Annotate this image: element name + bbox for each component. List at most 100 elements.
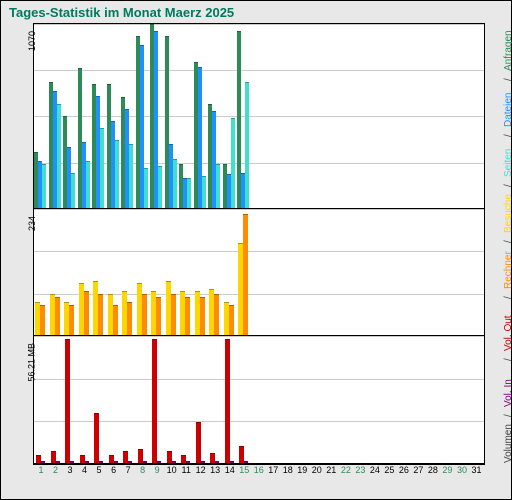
bar-seiten bbox=[86, 161, 90, 208]
legend-separator: / bbox=[503, 184, 512, 187]
legend-separator: / bbox=[503, 358, 512, 361]
bar-seiten bbox=[245, 82, 249, 208]
x-axis-day-label: 19 bbox=[295, 465, 309, 475]
x-axis-day-label: 16 bbox=[252, 465, 266, 475]
bar-vol_in bbox=[172, 461, 176, 463]
x-axis-day-label: 22 bbox=[339, 465, 353, 475]
bar-vol_in bbox=[99, 461, 103, 463]
grid-line bbox=[34, 421, 484, 422]
y-axis-label-bottom: 56.21 MB bbox=[27, 343, 37, 382]
bar-rechner bbox=[229, 305, 234, 336]
legend-item: Rechner bbox=[503, 251, 512, 289]
bar-vol_in bbox=[56, 461, 60, 463]
x-axis-day-label: 1 bbox=[34, 465, 48, 475]
x-axis-day-label: 17 bbox=[266, 465, 280, 475]
bar-vol_out bbox=[94, 413, 99, 463]
x-axis-day-label: 18 bbox=[281, 465, 295, 475]
legend-separator: / bbox=[503, 240, 512, 243]
x-axis-day-label: 15 bbox=[237, 465, 251, 475]
legend-item: Vol. Out bbox=[503, 315, 512, 351]
y-axis-label-middle: 234 bbox=[27, 216, 37, 231]
bar-rechner bbox=[127, 302, 132, 335]
x-axis-day-label: 23 bbox=[353, 465, 367, 475]
legend-item: Vol. In bbox=[503, 379, 512, 407]
bar-vol_in bbox=[143, 461, 147, 463]
legend-separator: / bbox=[503, 134, 512, 137]
bar-vol_out bbox=[225, 339, 230, 463]
bar-vol_in bbox=[201, 461, 205, 463]
x-axis-labels: 1234567891011121314151617181920212223242… bbox=[34, 465, 484, 479]
bar-rechner bbox=[113, 305, 118, 336]
bar-vol_in bbox=[215, 461, 219, 463]
bar-vol_in bbox=[244, 461, 248, 463]
x-axis-day-label: 12 bbox=[194, 465, 208, 475]
bar-vol_in bbox=[157, 461, 161, 463]
plot-area bbox=[33, 23, 485, 465]
grid-line bbox=[34, 336, 484, 337]
legend-separator: / bbox=[503, 78, 512, 81]
x-axis-day-label: 29 bbox=[440, 465, 454, 475]
bar-vol_out bbox=[196, 422, 201, 463]
grid-line bbox=[34, 251, 484, 252]
x-axis-day-label: 20 bbox=[310, 465, 324, 475]
bar-seiten bbox=[187, 178, 191, 208]
bar-rechner bbox=[200, 297, 205, 336]
bar-seiten bbox=[100, 128, 104, 208]
bar-rechner bbox=[185, 297, 190, 336]
legend-item: Anfragen bbox=[503, 30, 512, 71]
x-axis-day-label: 21 bbox=[324, 465, 338, 475]
x-axis-day-label: 2 bbox=[49, 465, 63, 475]
x-axis-day-label: 30 bbox=[455, 465, 469, 475]
x-axis-day-label: 8 bbox=[136, 465, 150, 475]
grid-line bbox=[34, 24, 484, 25]
bar-rechner bbox=[142, 294, 147, 335]
bar-seiten bbox=[115, 140, 119, 208]
x-axis-day-label: 7 bbox=[121, 465, 135, 475]
bar-vol_in bbox=[85, 461, 89, 463]
bar-seiten bbox=[231, 118, 235, 208]
bar-seiten bbox=[71, 173, 75, 208]
bar-rechner bbox=[55, 297, 60, 336]
x-axis-day-label: 4 bbox=[78, 465, 92, 475]
y-axis-label-top: 1070 bbox=[27, 31, 37, 51]
x-axis-day-label: 26 bbox=[397, 465, 411, 475]
bar-rechner bbox=[40, 305, 45, 336]
legend: Volumen / Vol. In / Vol. Out / Rechner / Besuche… bbox=[485, 23, 509, 463]
bar-vol_in bbox=[128, 461, 132, 463]
bar-rechner bbox=[98, 294, 103, 335]
bar-vol_in bbox=[114, 461, 118, 463]
bar-seiten bbox=[57, 104, 61, 208]
x-axis-day-label: 28 bbox=[426, 465, 440, 475]
bar-rechner bbox=[156, 297, 161, 336]
x-axis-day-label: 13 bbox=[208, 465, 222, 475]
bar-seiten bbox=[129, 144, 133, 208]
bar-seiten bbox=[42, 164, 46, 208]
x-axis-day-label: 3 bbox=[63, 465, 77, 475]
bar-seiten bbox=[144, 168, 148, 208]
x-axis-day-label: 10 bbox=[165, 465, 179, 475]
legend-item: Volumen bbox=[503, 424, 512, 463]
bar-rechner bbox=[243, 214, 248, 336]
x-axis-day-label: 11 bbox=[179, 465, 193, 475]
panel-bottom bbox=[34, 336, 484, 464]
bar-rechner bbox=[214, 294, 219, 335]
chart-container: Tages-Statistik im Monat Maerz 2025 1234… bbox=[0, 0, 512, 500]
x-axis-day-label: 25 bbox=[382, 465, 396, 475]
bar-vol_out bbox=[152, 339, 157, 463]
chart-title: Tages-Statistik im Monat Maerz 2025 bbox=[9, 5, 234, 20]
bar-rechner bbox=[171, 294, 176, 335]
bar-vol_out bbox=[65, 339, 70, 463]
x-axis-day-label: 5 bbox=[92, 465, 106, 475]
legend-item: Besuche bbox=[503, 194, 512, 233]
x-axis-day-label: 31 bbox=[469, 465, 483, 475]
bar-seiten bbox=[158, 166, 162, 208]
grid-line bbox=[34, 70, 484, 71]
bar-rechner bbox=[84, 291, 89, 335]
legend-separator: / bbox=[503, 414, 512, 417]
bar-seiten bbox=[202, 176, 206, 208]
bar-vol_in bbox=[186, 461, 190, 463]
x-axis-day-label: 9 bbox=[150, 465, 164, 475]
bar-seiten bbox=[216, 164, 220, 208]
bar-rechner bbox=[69, 305, 74, 336]
legend-separator: / bbox=[503, 296, 512, 299]
